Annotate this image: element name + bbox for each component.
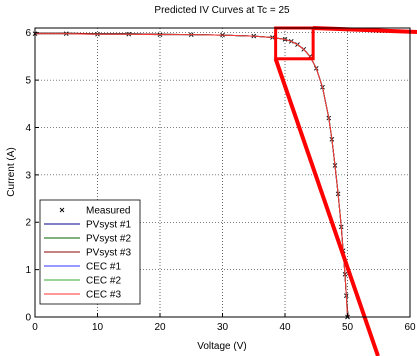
series-line-6 [35, 33, 348, 318]
x-tick-label: 30 [217, 322, 229, 333]
zoom-connector-bottom [273, 58, 380, 356]
y-tick-label: 6 [25, 28, 31, 39]
x-axis-ticks: 0 10 20 30 40 50 60 [32, 313, 416, 333]
x-tick-label: 20 [154, 322, 166, 333]
y-tick-label: 2 [25, 218, 31, 229]
y-tick-label: 0 [25, 313, 31, 324]
series-layer [32, 31, 350, 320]
x-tick-label: 60 [404, 322, 416, 333]
x-tick-label: 0 [32, 322, 38, 333]
legend: Measured PVsyst #1 PVsyst #2 PVsyst #3 CEC #… [39, 199, 141, 305]
legend-label: CEC #1 [86, 262, 121, 273]
y-axis-ticks: 0 1 2 3 4 5 6 [25, 28, 39, 324]
y-tick-label: 1 [25, 265, 31, 276]
y-tick-label: 3 [25, 170, 31, 181]
x-axis-label: Voltage (V) [197, 341, 246, 352]
legend-marker [59, 207, 65, 213]
legend-label: PVsyst #1 [86, 220, 131, 231]
legend-label: PVsyst #3 [86, 248, 131, 259]
y-tick-label: 5 [25, 76, 31, 87]
zoom-connector-top [313, 26, 417, 34]
legend-label: PVsyst #2 [86, 234, 131, 245]
x-tick-label: 50 [342, 322, 354, 333]
legend-label: CEC #3 [86, 290, 121, 301]
y-tick-label: 4 [25, 123, 31, 134]
x-tick-label: 40 [279, 322, 291, 333]
y-axis-label: Current (A) [6, 147, 17, 196]
x-tick-label: 10 [92, 322, 104, 333]
legend-label: CEC #2 [86, 276, 121, 287]
grid [34, 28, 411, 318]
chart-title: Predicted IV Curves at Tc = 25 [154, 5, 290, 16]
zoom-callout [273, 26, 417, 356]
legend-label: Measured [86, 206, 130, 217]
